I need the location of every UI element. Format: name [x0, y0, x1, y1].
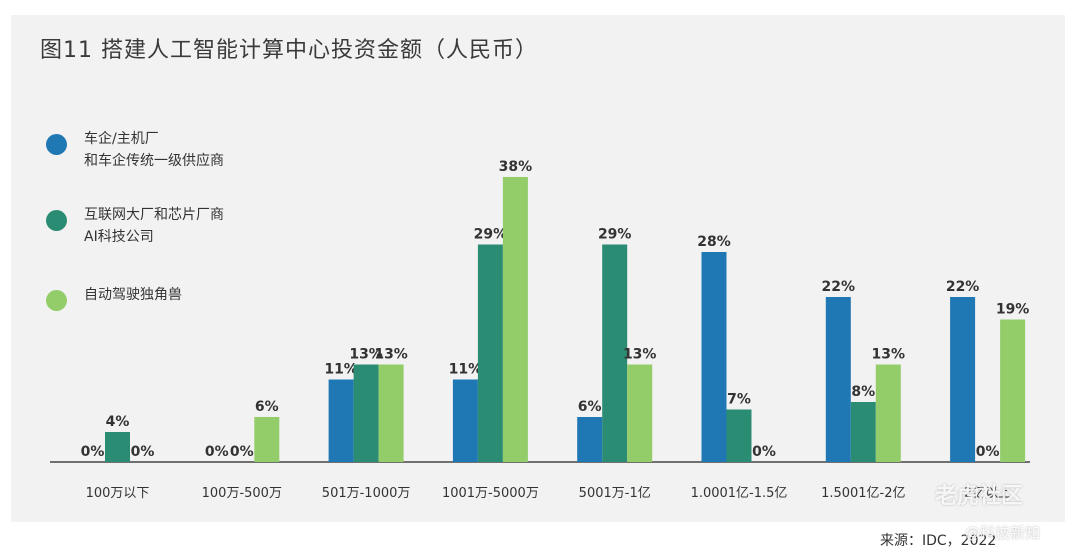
bar [105, 432, 130, 462]
bar [452, 379, 478, 462]
x-tick-label: 100万-500万 [202, 486, 282, 501]
watermark-handle: @科技新知 [965, 524, 1041, 542]
data-label: 6% [255, 399, 279, 415]
legend-item-internet: 互联网大厂和芯片厂商 AI科技公司 [46, 204, 224, 248]
bar [875, 364, 901, 462]
legend-swatch [46, 210, 67, 231]
bar [825, 297, 851, 462]
bar [577, 417, 603, 462]
x-tick-label: 1001万-5000万 [442, 486, 539, 501]
data-label: 13% [872, 347, 906, 363]
bar [701, 252, 727, 462]
data-label: 6% [578, 399, 602, 415]
legend-swatch [46, 290, 67, 311]
x-tick-label: 1.5001亿-2亿 [821, 486, 905, 501]
data-label: 0% [976, 444, 1000, 460]
data-label: 13% [623, 347, 657, 363]
bar [950, 297, 976, 462]
legend-label: 互联网大厂和芯片厂商 AI科技公司 [84, 207, 224, 245]
x-tick-label: 100万以下 [86, 486, 150, 501]
bar [353, 364, 379, 462]
bar [850, 402, 876, 462]
x-tick-label: 2亿以上 [964, 486, 1011, 501]
x-tick-label: 501万-1000万 [322, 486, 411, 501]
data-label: 22% [946, 279, 980, 295]
legend-label: 自动驾驶独角兽 [84, 287, 182, 303]
data-label: 29% [598, 227, 632, 243]
data-label: 28% [697, 234, 731, 250]
data-label: 38% [499, 159, 533, 175]
source-note: 来源：IDC，2022 [880, 533, 997, 549]
bar [378, 364, 404, 462]
data-label: 0% [230, 444, 254, 460]
data-label: 0% [81, 444, 105, 460]
data-label: 11% [449, 362, 483, 378]
data-label: 7% [727, 392, 751, 408]
data-label: 13% [349, 347, 383, 363]
bar [627, 364, 653, 462]
data-label: 29% [474, 227, 508, 243]
legend-item-automaker: 车企/主机厂 和车企传统一级供应商 [46, 128, 224, 172]
data-label: 19% [996, 302, 1030, 318]
bar [477, 244, 503, 462]
bar [254, 417, 280, 462]
legend-swatch [46, 134, 67, 155]
data-label: 0% [131, 444, 155, 460]
data-label: 0% [205, 444, 229, 460]
x-tick-label: 1.0001亿-1.5亿 [691, 486, 788, 501]
bar [502, 177, 528, 462]
bar [328, 379, 354, 462]
data-label: 4% [106, 414, 130, 430]
legend-label: 车企/主机厂 和车企传统一级供应商 [84, 131, 224, 169]
data-label: 13% [374, 347, 408, 363]
data-label: 0% [752, 444, 776, 460]
x-tick-label: 5001万-1亿 [579, 486, 651, 501]
data-label: 11% [324, 362, 358, 378]
data-label: 8% [851, 384, 875, 400]
bar [726, 409, 752, 462]
data-label: 22% [822, 279, 856, 295]
bar [602, 244, 628, 462]
bar [1000, 319, 1026, 462]
legend-item-unicorn: 自动驾驶独角兽 [46, 284, 182, 311]
watermark: 老虎社区 [935, 484, 1024, 509]
chart-title: 图11 搭建人工智能计算中心投资金额（人民币） [40, 38, 538, 63]
